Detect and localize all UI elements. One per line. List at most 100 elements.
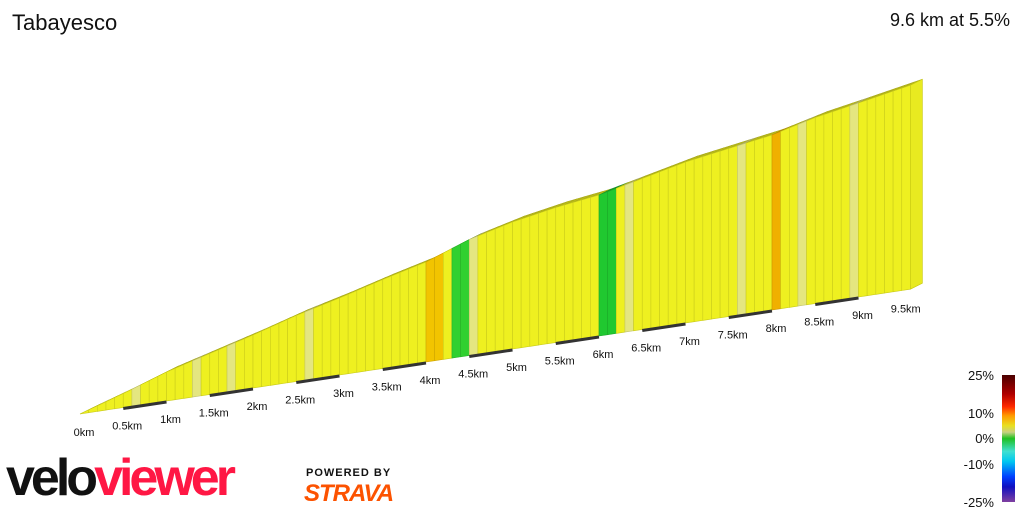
segment-face (849, 102, 859, 299)
x-tick-label: 8.5km (804, 317, 834, 329)
segment-face (763, 134, 773, 312)
segment-face (598, 191, 608, 337)
x-tick-label: 5km (506, 362, 527, 374)
segment-face (771, 131, 781, 311)
segment-face (866, 96, 877, 297)
segment-face (313, 304, 323, 380)
segment-face (892, 87, 903, 293)
segment-face (529, 212, 539, 347)
segment-face (399, 268, 410, 367)
km-marker-bar (123, 400, 167, 410)
segment-face (468, 235, 479, 356)
segment-face (875, 93, 885, 295)
km-marker-bar (815, 296, 859, 306)
segment-face (140, 380, 150, 406)
segment-face (373, 279, 384, 371)
segment-face (564, 202, 574, 342)
segment-face (590, 194, 600, 338)
segment-face (858, 99, 868, 298)
segment-face (269, 322, 280, 386)
x-tick-label: 4km (420, 375, 441, 387)
segment-face (391, 272, 401, 368)
segment-face (555, 204, 565, 343)
km-marker-bar (469, 348, 513, 358)
segment-face (676, 161, 686, 325)
km-marker-bar (555, 335, 600, 345)
x-tick-label: 1km (160, 414, 181, 426)
x-tick-label: 2km (247, 401, 268, 413)
segment-face (745, 139, 756, 315)
segment-face (901, 84, 911, 291)
segment-face (382, 275, 392, 369)
segment-face (494, 225, 505, 352)
segment-face (788, 124, 799, 308)
segment-face (148, 375, 159, 404)
segment-face (607, 187, 617, 336)
segment-face (304, 308, 314, 381)
segment-face (685, 158, 695, 324)
segment-face (711, 150, 721, 320)
segment-face (157, 371, 167, 403)
scale-label-0: 0% (975, 431, 994, 446)
segment-face (365, 282, 375, 372)
segment-face (538, 209, 548, 346)
km-marker-bar (296, 374, 340, 384)
segment-face (347, 290, 358, 375)
segment-face (88, 405, 98, 414)
veloviewer-logo: veloviewer (6, 449, 236, 507)
segment-face (814, 114, 825, 304)
segment-face (702, 153, 712, 321)
km-marker-bar (382, 361, 427, 371)
segment-face (131, 384, 141, 407)
x-tick-label: 3km (333, 388, 354, 400)
segment-face (209, 349, 219, 395)
segment-face (451, 243, 461, 359)
x-tick-label: 0km (74, 427, 95, 439)
x-tick-label: 6km (593, 349, 614, 361)
segment-face (486, 228, 496, 354)
segment-face (477, 232, 487, 355)
x-tick-label: 8km (766, 323, 787, 335)
scale-label-neg10: -10% (963, 457, 994, 472)
x-tick-label: 7km (679, 336, 700, 348)
segment-face (295, 311, 306, 382)
segment-face (693, 156, 704, 323)
segment-face (823, 111, 833, 303)
segment-face (615, 184, 626, 334)
x-tick-label: 9km (852, 310, 873, 322)
profile-end-cap (910, 78, 923, 290)
x-tick-label: 4.5km (458, 369, 488, 381)
scale-label-10: 10% (967, 406, 994, 421)
x-tick-label: 2.5km (285, 395, 315, 407)
segment-face (434, 252, 444, 362)
segment-face (339, 293, 349, 376)
segment-face (97, 401, 107, 412)
segment-face (667, 164, 678, 326)
x-tick-label: 3.5km (372, 382, 402, 394)
km-marker-bar (209, 387, 254, 397)
climb-summary: 9.6 km at 5.5% (889, 10, 1010, 30)
segment-face (321, 301, 332, 378)
gradient-color-scale (1002, 375, 1015, 502)
x-tick-label: 5.5km (545, 356, 575, 368)
powered-by-label: POWERED BY (306, 467, 392, 479)
segment-face (840, 105, 851, 300)
x-tick-label: 6.5km (631, 343, 661, 355)
segment-face (114, 393, 124, 410)
segment-face (832, 108, 842, 302)
strava-logo: STRAVA (304, 480, 394, 507)
segment-face (546, 207, 557, 345)
scale-label-25: 25% (967, 368, 994, 383)
segment-face (572, 199, 583, 341)
segment-face (780, 127, 790, 310)
segment-face (252, 330, 262, 389)
segment-face (278, 318, 288, 385)
segment-face (192, 356, 202, 398)
segment-face (330, 297, 340, 377)
segment-face (425, 257, 435, 363)
segment-face (408, 265, 418, 365)
segment-face (166, 367, 176, 402)
segment-face (183, 360, 193, 399)
segment-face (356, 286, 366, 373)
